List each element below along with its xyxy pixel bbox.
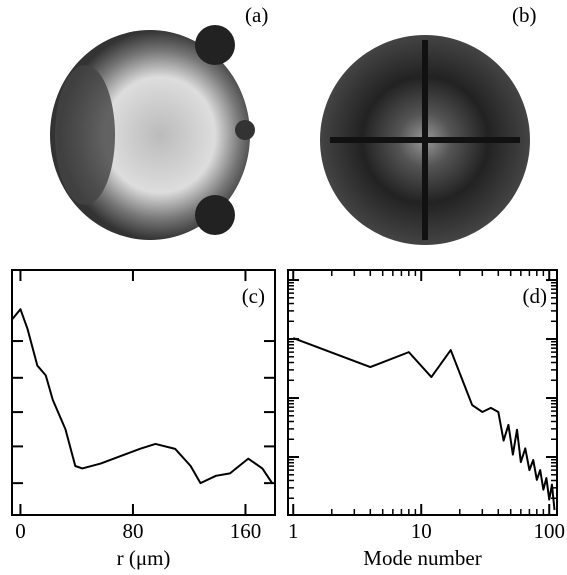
x-tick-label: 10 — [411, 519, 432, 543]
chart-c: 0 80 160 (c) r (μm) — [11, 269, 276, 570]
plot-frame — [11, 269, 276, 516]
panel-label: (c) — [242, 284, 265, 308]
x-tick-label: 0 — [15, 519, 26, 543]
panel-label: (d) — [523, 284, 548, 308]
x-tick-label: 80 — [122, 519, 143, 543]
panel-label: (b) — [512, 3, 537, 27]
x-tick-label: 160 — [230, 519, 262, 543]
panel-label: (a) — [245, 3, 268, 27]
chart-d: 1 10 100 (d) Mode number — [287, 269, 565, 570]
x-axis-label: Mode number — [363, 546, 481, 570]
x-axis-label: r (μm) — [117, 546, 171, 570]
x-tick-label: 100 — [533, 519, 565, 543]
plot-frame — [287, 269, 558, 516]
image-a — [50, 25, 255, 240]
data-line — [11, 308, 274, 485]
data-line — [292, 337, 556, 511]
image-b — [320, 35, 530, 245]
x-tick-label: 1 — [288, 519, 299, 543]
